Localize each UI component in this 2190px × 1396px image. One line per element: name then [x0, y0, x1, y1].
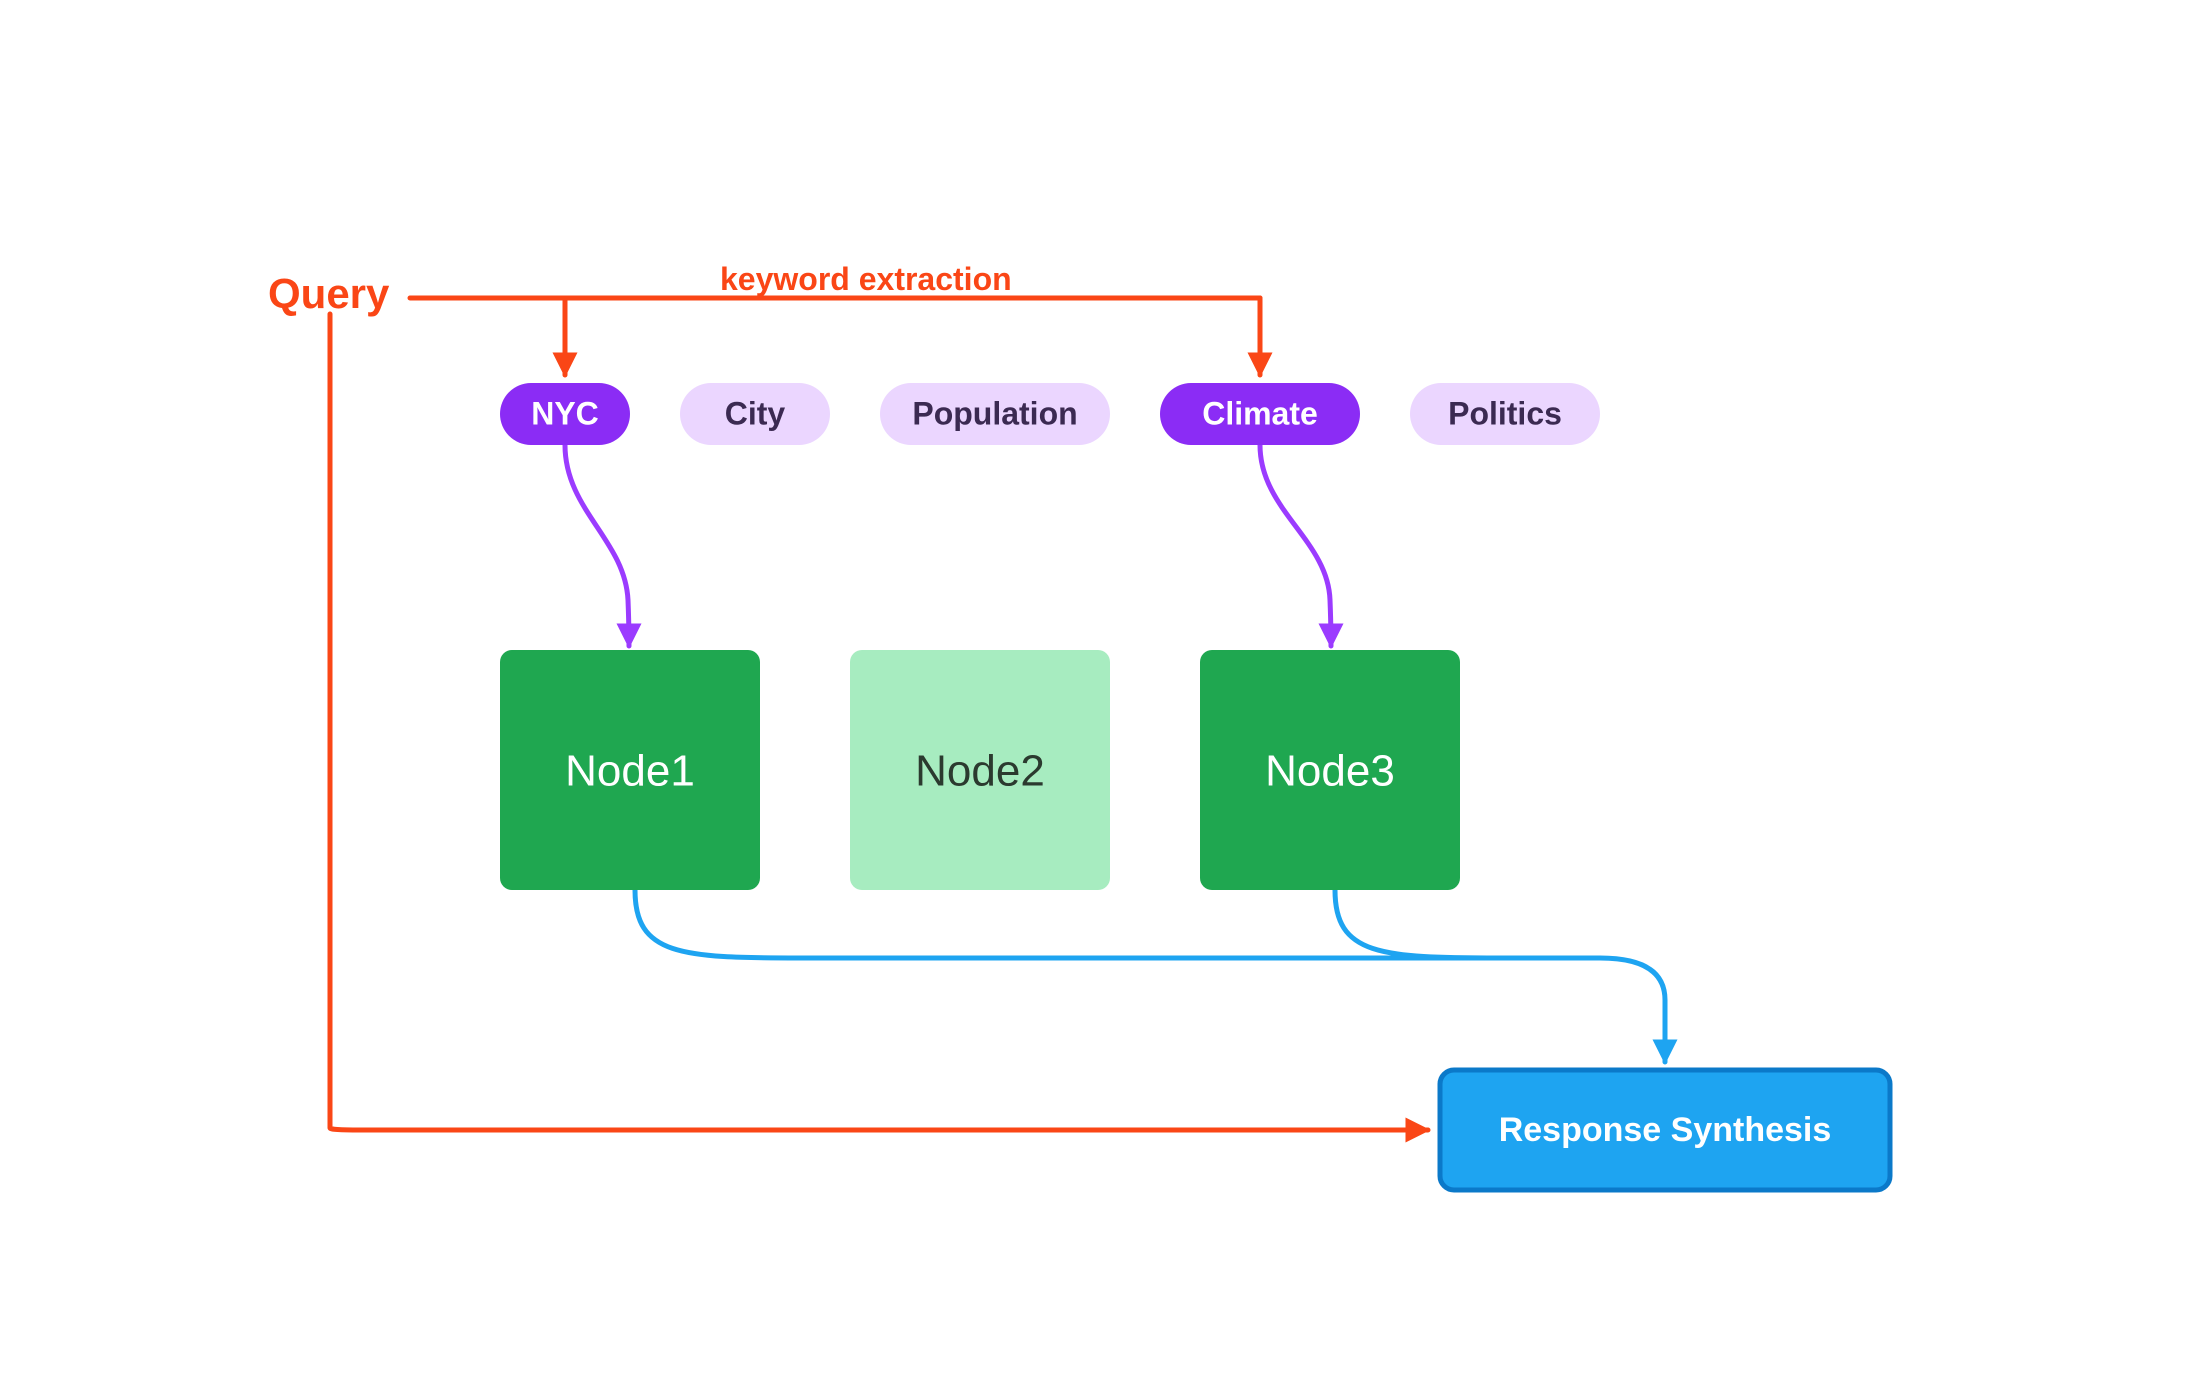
kw-city-label: City: [725, 395, 786, 431]
query-label: Query: [268, 270, 390, 317]
edge-climate-to-node3: [1260, 445, 1331, 646]
kw-climate: Climate: [1160, 383, 1360, 445]
node2: Node2: [850, 650, 1110, 890]
kw-nyc-label: NYC: [531, 395, 599, 431]
response-synthesis: Response Synthesis: [1440, 1070, 1890, 1190]
keyword-extraction-label: keyword extraction: [720, 261, 1012, 297]
node2-label: Node2: [915, 747, 1045, 796]
edge-nyc-to-node1: [565, 445, 629, 646]
kw-city: City: [680, 383, 830, 445]
node3-label: Node3: [1265, 747, 1395, 796]
node1: Node1: [500, 650, 760, 890]
kw-population-label: Population: [912, 395, 1077, 431]
node3: Node3: [1200, 650, 1460, 890]
response-synthesis-label: Response Synthesis: [1499, 1111, 1832, 1149]
kw-population: Population: [880, 383, 1110, 445]
edge-node1-to-output: [635, 890, 1665, 1062]
kw-climate-label: Climate: [1202, 395, 1318, 431]
kw-nyc: NYC: [500, 383, 630, 445]
kw-politics-label: Politics: [1448, 395, 1562, 431]
edge-node3-to-output: [1335, 890, 1500, 958]
node1-label: Node1: [565, 747, 695, 796]
kw-politics: Politics: [1410, 383, 1600, 445]
